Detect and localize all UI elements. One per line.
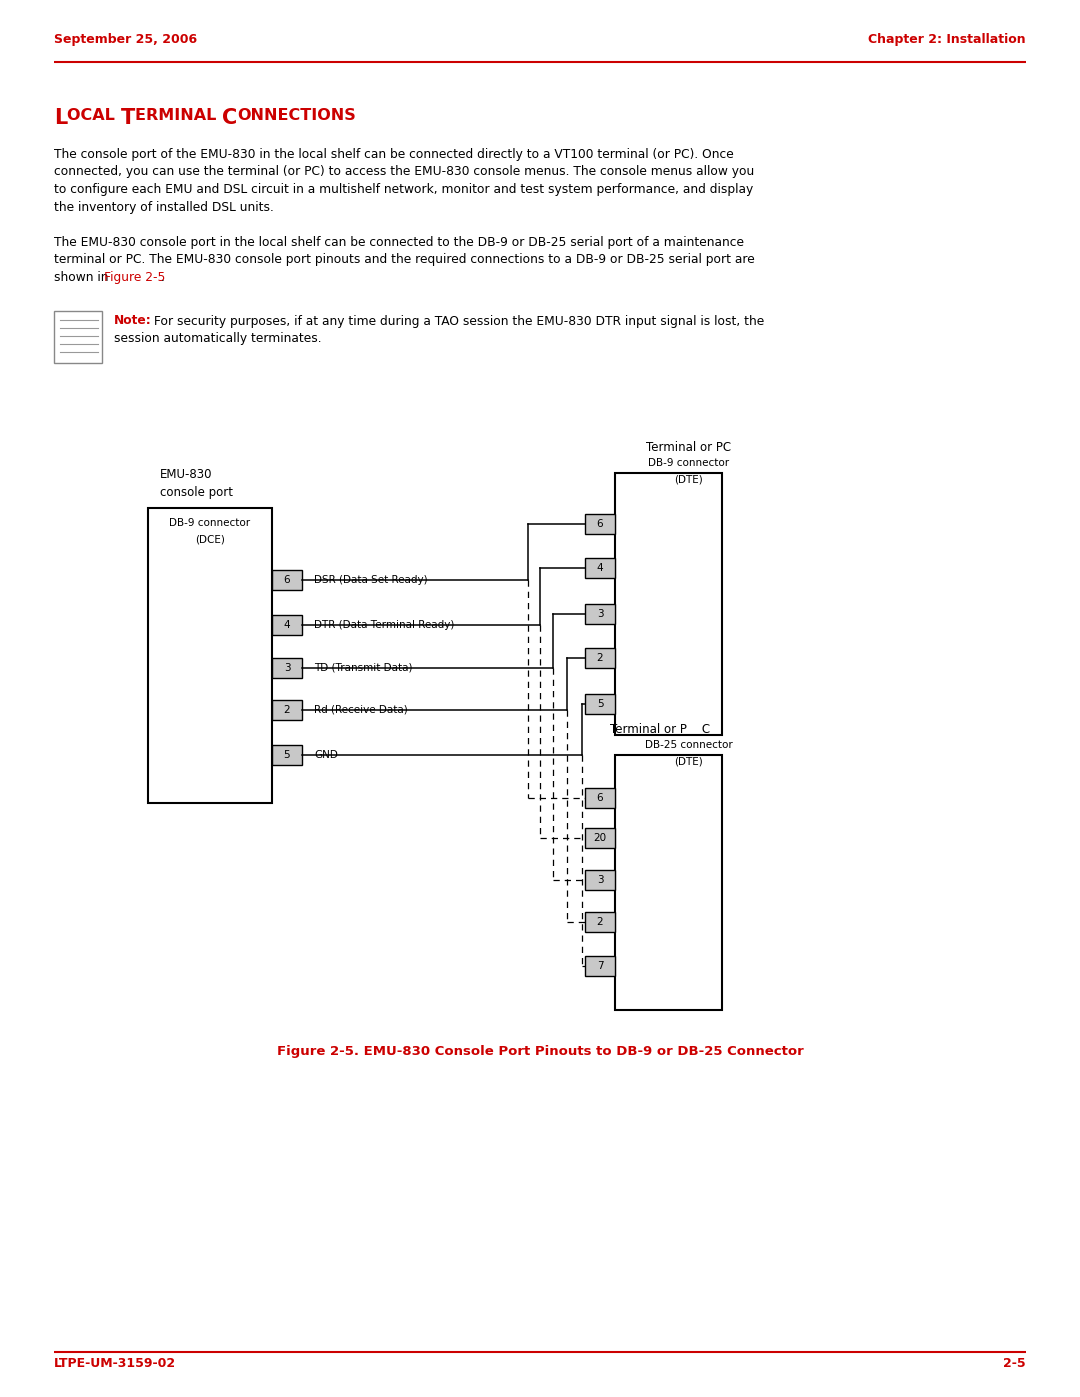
Text: 6: 6 <box>284 576 291 585</box>
Text: 3: 3 <box>596 609 604 619</box>
Text: TD (Transmit Data): TD (Transmit Data) <box>314 664 413 673</box>
Text: OCAL: OCAL <box>67 108 121 123</box>
Text: Figure 2-5. EMU-830 Console Port Pinouts to DB-9 or DB-25 Connector: Figure 2-5. EMU-830 Console Port Pinouts… <box>276 1045 804 1058</box>
Text: DB-9 connector: DB-9 connector <box>648 458 729 468</box>
Bar <box>272 658 302 678</box>
Text: T: T <box>121 108 135 129</box>
Text: the inventory of installed DSL units.: the inventory of installed DSL units. <box>54 201 274 214</box>
Bar <box>585 870 615 890</box>
Text: EMU-830: EMU-830 <box>160 468 213 481</box>
Text: DB-9 connector: DB-9 connector <box>170 518 251 528</box>
Bar <box>585 912 615 932</box>
Bar <box>615 754 723 1010</box>
Text: For security purposes, if at any time during a TAO session the EMU-830 DTR input: For security purposes, if at any time du… <box>150 314 765 327</box>
Text: ERMINAL: ERMINAL <box>135 108 222 123</box>
Text: connected, you can use the terminal (or PC) to access the EMU-830 console menus.: connected, you can use the terminal (or … <box>54 165 754 179</box>
Text: L: L <box>54 108 67 129</box>
Bar <box>585 514 615 534</box>
Text: 3: 3 <box>284 664 291 673</box>
Bar <box>54 310 102 362</box>
Bar <box>585 828 615 848</box>
Text: Rd (Receive Data): Rd (Receive Data) <box>314 705 408 715</box>
Bar <box>585 648 615 668</box>
Bar <box>148 509 272 803</box>
Bar <box>272 700 302 719</box>
Text: 6: 6 <box>596 520 604 529</box>
Text: The console port of the EMU-830 in the local shelf can be connected directly to : The console port of the EMU-830 in the l… <box>54 148 733 161</box>
Text: 4: 4 <box>596 563 604 573</box>
Text: Terminal or PC: Terminal or PC <box>646 441 731 454</box>
Text: 5: 5 <box>284 750 291 760</box>
Text: session automatically terminates.: session automatically terminates. <box>114 332 322 345</box>
Text: (DTE): (DTE) <box>674 475 703 485</box>
Bar <box>615 474 723 735</box>
Bar <box>585 788 615 807</box>
Text: C: C <box>222 108 238 129</box>
Bar <box>272 615 302 636</box>
Text: 2: 2 <box>596 916 604 928</box>
Bar <box>585 604 615 624</box>
Text: DB-25 connector: DB-25 connector <box>645 740 732 750</box>
Text: 5: 5 <box>596 698 604 710</box>
Text: console port: console port <box>160 486 233 499</box>
Bar <box>272 745 302 766</box>
Text: Figure 2-5: Figure 2-5 <box>104 271 165 284</box>
Text: DSR (Data Set Ready): DSR (Data Set Ready) <box>314 576 428 585</box>
Text: 4: 4 <box>284 620 291 630</box>
Text: 7: 7 <box>596 961 604 971</box>
Text: LTPE-UM-3159-02: LTPE-UM-3159-02 <box>54 1356 176 1370</box>
Text: (DCE): (DCE) <box>195 535 225 545</box>
Text: 2: 2 <box>596 652 604 664</box>
Text: 20: 20 <box>593 833 607 842</box>
Text: terminal or PC. The EMU-830 console port pinouts and the required connections to: terminal or PC. The EMU-830 console port… <box>54 253 755 267</box>
Text: 2: 2 <box>284 705 291 715</box>
Text: The EMU-830 console port in the local shelf can be connected to the DB-9 or DB-2: The EMU-830 console port in the local sh… <box>54 236 744 249</box>
Text: September 25, 2006: September 25, 2006 <box>54 34 198 46</box>
Text: to configure each EMU and DSL circuit in a multishelf network, monitor and test : to configure each EMU and DSL circuit in… <box>54 183 753 196</box>
Text: 3: 3 <box>596 875 604 886</box>
Text: shown in: shown in <box>54 271 112 284</box>
Text: ONNECTIONS: ONNECTIONS <box>238 108 356 123</box>
Bar <box>272 570 302 590</box>
Bar <box>585 694 615 714</box>
Text: .: . <box>161 271 165 284</box>
Text: Note:: Note: <box>114 314 152 327</box>
Text: DTR (Data Terminal Ready): DTR (Data Terminal Ready) <box>314 620 455 630</box>
Text: (DTE): (DTE) <box>674 757 703 767</box>
Text: 2-5: 2-5 <box>1003 1356 1026 1370</box>
Text: GND: GND <box>314 750 338 760</box>
Text: Chapter 2: Installation: Chapter 2: Installation <box>868 34 1026 46</box>
Text: 6: 6 <box>596 793 604 803</box>
Text: Terminal or P    C: Terminal or P C <box>610 724 711 736</box>
Bar <box>585 557 615 578</box>
Bar <box>585 956 615 977</box>
